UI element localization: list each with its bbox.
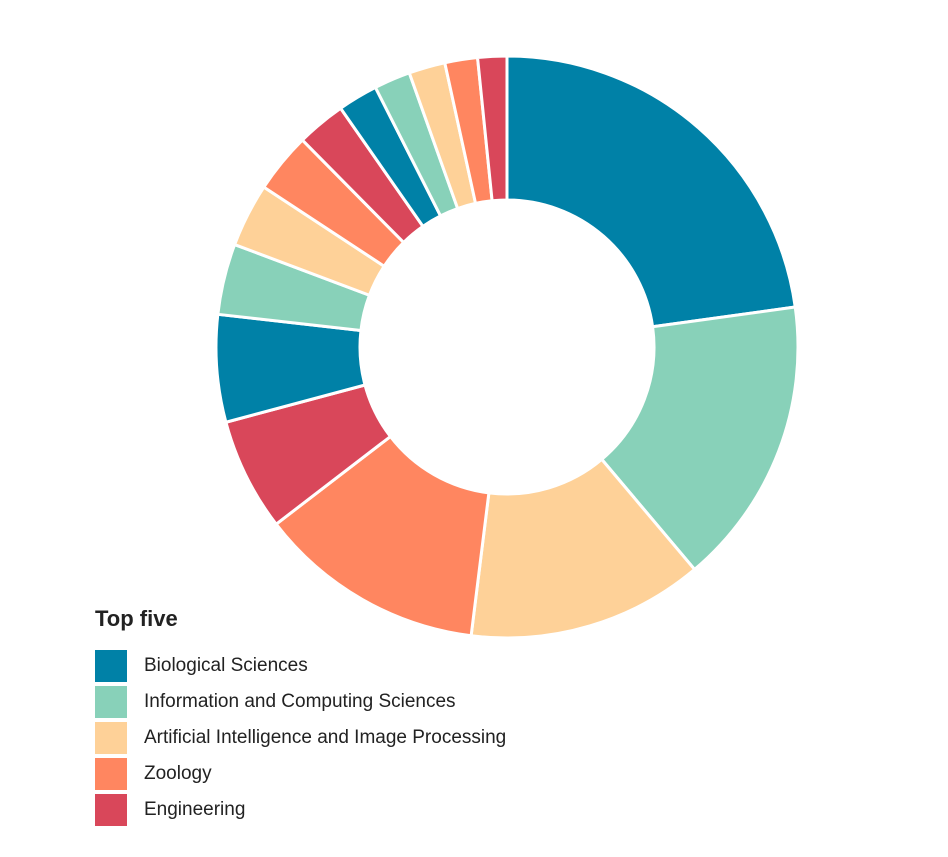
legend-title: Top five <box>95 606 178 631</box>
legend-item: Engineering <box>95 792 615 828</box>
legend-label: Information and Computing Sciences <box>144 691 456 712</box>
legend-swatch <box>95 722 127 754</box>
donut-slice-4 <box>274 435 491 638</box>
legend-item: Biological Sciences <box>95 648 615 684</box>
legend-item: Information and Computing Sciences <box>95 684 615 720</box>
legend-label: Biological Sciences <box>144 655 308 676</box>
donut-slice-3 <box>469 457 697 640</box>
donut-slice-2 <box>600 305 800 571</box>
legend: Top five Biological Sciences Information… <box>95 604 615 828</box>
legend-label: Artificial Intelligence and Image Proces… <box>144 727 507 748</box>
legend-item: Zoology <box>95 756 615 792</box>
donut-slices <box>214 54 800 640</box>
legend-label: Engineering <box>144 799 246 820</box>
legend-swatch <box>95 794 127 826</box>
legend-label: Zoology <box>144 763 212 784</box>
legend-item: Artificial Intelligence and Image Proces… <box>95 720 615 756</box>
legend-swatch <box>95 758 127 790</box>
donut-slice-1 <box>505 54 797 329</box>
legend-list: Biological Sciences Information and Comp… <box>95 648 615 828</box>
donut-slice-15 <box>476 54 509 203</box>
legend-swatch <box>95 686 127 718</box>
legend-swatch <box>95 650 127 682</box>
